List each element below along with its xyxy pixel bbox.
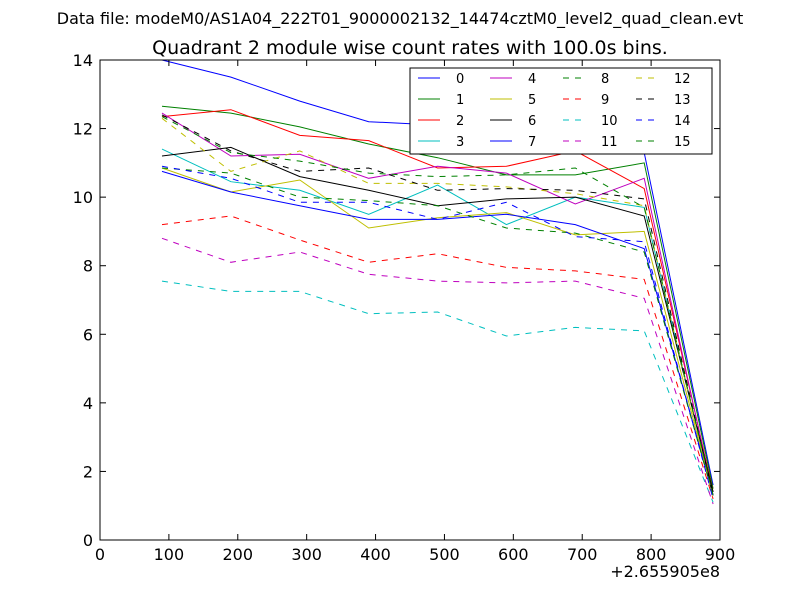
series-line-13 xyxy=(161,114,714,496)
y-tick-label: 0 xyxy=(83,531,93,550)
series-line-1 xyxy=(161,105,714,489)
legend-label-12: 12 xyxy=(674,72,691,87)
legend-label-15: 15 xyxy=(674,135,691,150)
x-tick-label: 200 xyxy=(223,545,254,564)
x-tick-label: 100 xyxy=(154,545,185,564)
y-tick-label: 2 xyxy=(83,462,93,481)
x-tick-label: 800 xyxy=(636,545,667,564)
y-tick-label: 12 xyxy=(73,120,93,139)
legend-label-10: 10 xyxy=(601,114,618,129)
y-tick-label: 10 xyxy=(73,188,93,207)
x-tick-label: 900 xyxy=(705,545,736,564)
series-layer xyxy=(161,59,714,505)
legend-label-1: 1 xyxy=(456,93,464,108)
legend-label-4: 4 xyxy=(528,72,536,87)
series-line-3 xyxy=(161,148,714,496)
y-tick-label: 4 xyxy=(83,394,93,413)
x-tick-label: 700 xyxy=(567,545,598,564)
x-tick-label: 600 xyxy=(498,545,529,564)
series-line-15 xyxy=(161,116,714,496)
x-tick-label: 0 xyxy=(95,545,105,564)
series-line-2 xyxy=(161,109,714,493)
legend-label-13: 13 xyxy=(674,93,691,108)
y-tick-label: 8 xyxy=(83,257,93,276)
series-line-12 xyxy=(161,117,714,500)
series-line-9 xyxy=(161,215,714,500)
legend-label-8: 8 xyxy=(601,72,609,87)
legend-label-0: 0 xyxy=(456,72,464,87)
x-tick-label: 500 xyxy=(429,545,460,564)
series-line-7 xyxy=(161,170,714,496)
legend-label-5: 5 xyxy=(528,93,536,108)
series-line-8 xyxy=(161,167,714,496)
chart-title: Quadrant 2 module wise count rates with … xyxy=(152,37,668,59)
chart-suptitle: Data file: modeM0/AS1A04_222T01_90000021… xyxy=(57,9,743,29)
x-tick-label: 300 xyxy=(291,545,322,564)
legend-label-11: 11 xyxy=(601,135,618,150)
series-line-11 xyxy=(161,237,714,505)
y-tick-label: 6 xyxy=(83,325,93,344)
legend-label-2: 2 xyxy=(456,114,464,129)
legend-label-7: 7 xyxy=(528,135,536,150)
legend-label-14: 14 xyxy=(674,114,691,129)
y-tick-label: 14 xyxy=(73,51,93,70)
legend-label-3: 3 xyxy=(456,135,464,150)
axes-frame xyxy=(99,59,721,541)
legend-box xyxy=(409,67,713,155)
legend-label-9: 9 xyxy=(601,93,609,108)
x-offset-label: +2.655905e8 xyxy=(610,562,720,581)
series-line-5 xyxy=(161,167,714,496)
x-tick-label: 400 xyxy=(360,545,391,564)
series-line-10 xyxy=(161,280,714,503)
legend-label-6: 6 xyxy=(528,114,536,129)
